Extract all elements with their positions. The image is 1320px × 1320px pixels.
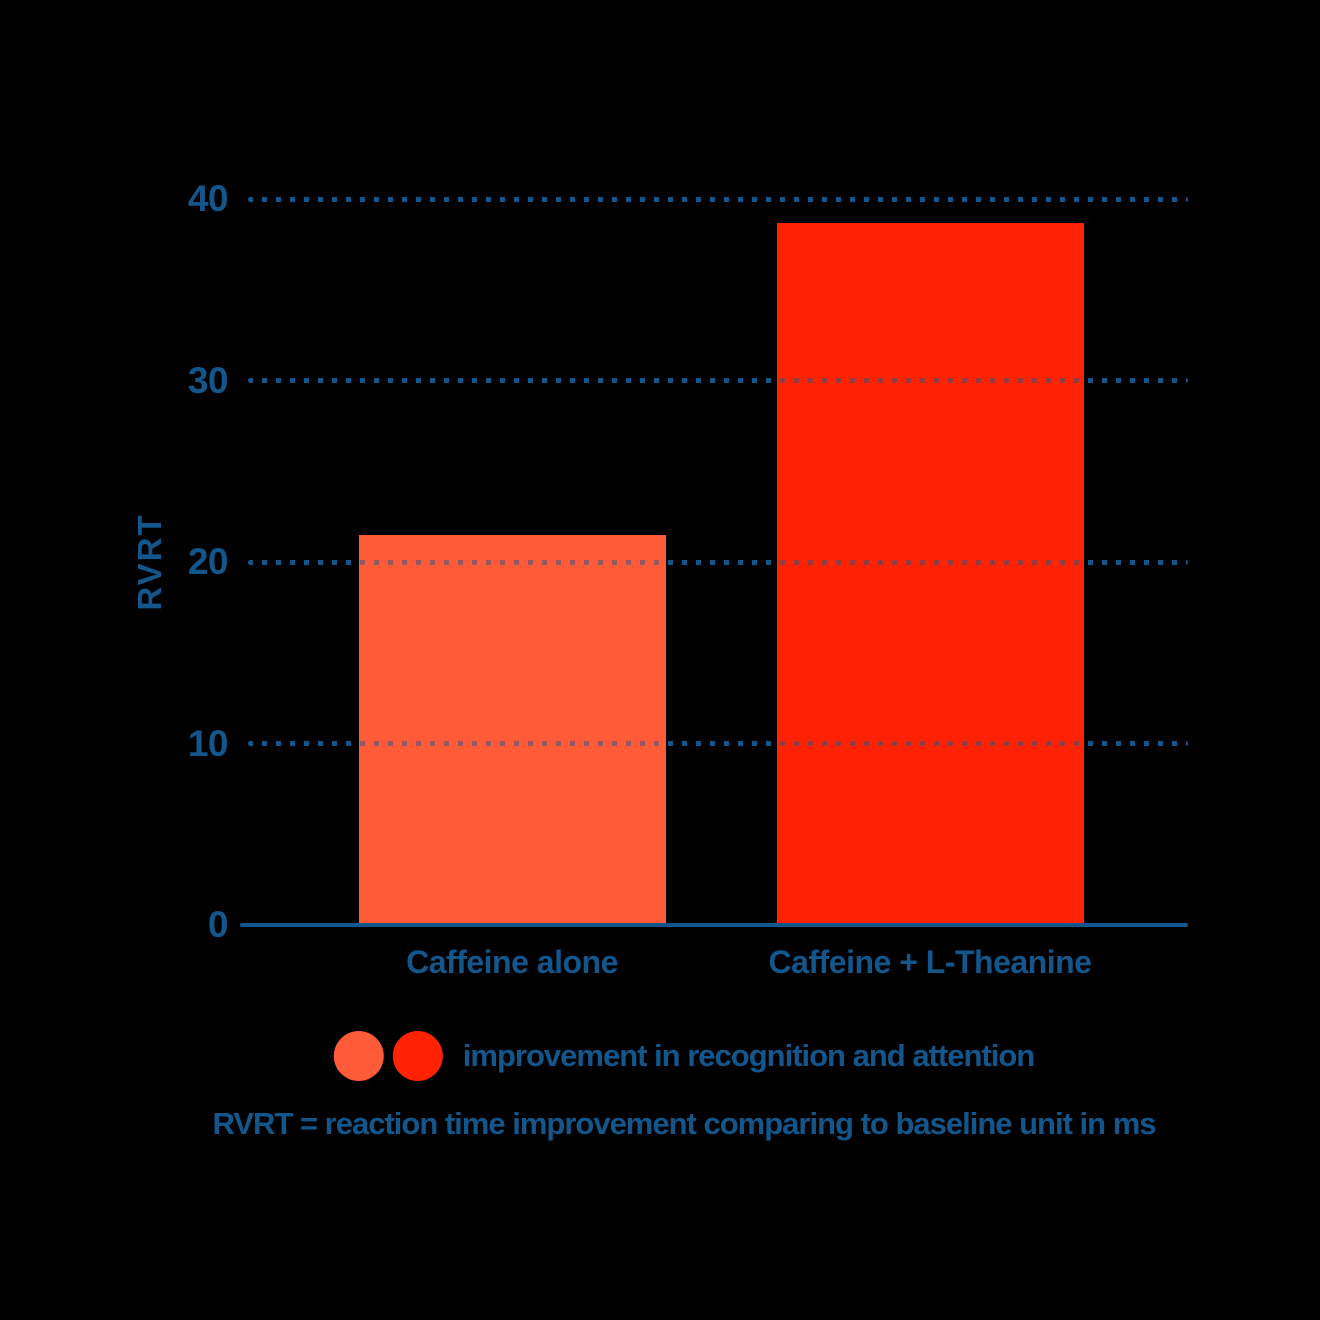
y-axis-title: RVRT: [131, 513, 168, 611]
y-tick-label-10: 10: [187, 722, 229, 764]
y-tick-label-30: 30: [187, 359, 229, 401]
bar-caffeine-l-theanine: [776, 222, 1084, 925]
gridline-40: [248, 196, 1188, 202]
legend-swatch-caffeine-l-theanine-icon: [392, 1031, 443, 1081]
gridline-30: [248, 378, 1188, 383]
y-tick-label-0: 0: [207, 904, 229, 945]
legend-label: improvement in recognition and attention: [462, 1038, 1035, 1073]
y-tick-label-20: 20: [187, 541, 229, 582]
x-category-label-2: Caffeine + L-Theanine: [768, 944, 1092, 980]
gridline-10: [248, 741, 1188, 746]
footnote: RVRT = reaction time improvement compari…: [212, 1106, 1157, 1141]
gridline-10: [248, 741, 1188, 746]
bar-caffeine-alone: [358, 534, 666, 925]
gridline-30: [248, 378, 1188, 383]
x-axis-line: [240, 923, 1188, 927]
gridline-20: [248, 559, 1188, 565]
gridline-20: [248, 559, 1188, 565]
y-tick-label-40: 40: [187, 178, 229, 219]
legend-swatch-caffeine-alone-icon: [333, 1031, 384, 1081]
gridline-40: [248, 196, 1188, 202]
x-category-label-1: Caffeine alone: [406, 944, 618, 980]
legend: improvement in recognition and attention: [333, 1031, 1035, 1081]
